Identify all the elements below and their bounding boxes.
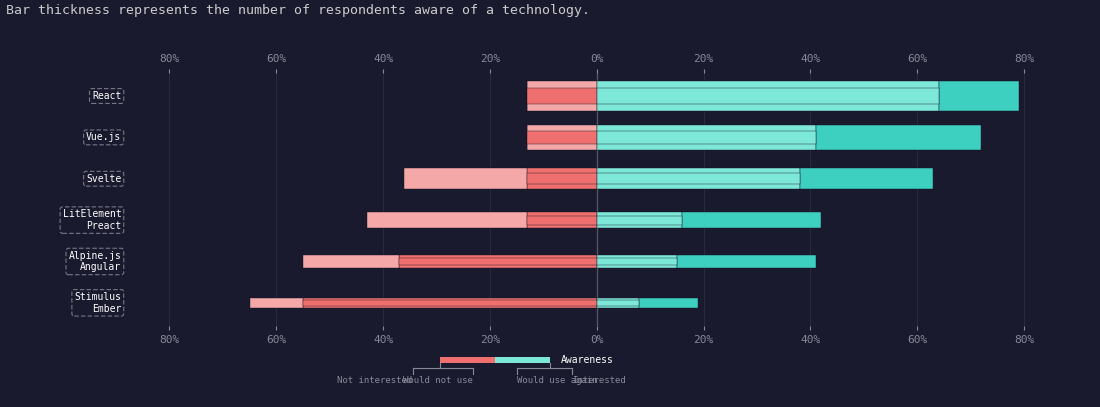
Text: React: React [92,91,121,101]
Bar [367,212,527,228]
Bar [527,173,596,184]
Bar [399,255,596,268]
Bar [938,81,1019,111]
Text: Awareness: Awareness [561,355,614,365]
Bar [399,258,596,265]
Bar [405,168,527,189]
Bar [527,88,596,104]
Bar [527,168,596,189]
Bar [302,298,596,308]
Bar [596,216,682,225]
Bar [596,212,682,228]
Bar [596,255,676,268]
Bar [527,216,596,225]
Bar [596,131,816,144]
Bar [596,168,800,189]
Bar [596,81,938,111]
Bar [302,255,399,268]
Text: Would use again: Would use again [517,376,597,385]
Text: Not interested: Not interested [338,376,412,385]
Bar [676,255,816,268]
Bar [302,300,596,306]
Text: Bar thickness represents the number of respondents aware of a technology.: Bar thickness represents the number of r… [6,4,590,17]
Bar [800,168,933,189]
Bar [440,357,495,363]
Text: Would not use: Would not use [403,376,473,385]
Text: Stimulus
Ember: Stimulus Ember [75,292,121,314]
Bar [596,298,639,308]
Bar [816,125,981,150]
Bar [527,81,596,111]
Bar [596,258,676,265]
Text: Interested: Interested [572,376,626,385]
Bar [596,300,639,306]
Bar [596,88,938,104]
Bar [596,173,800,184]
Bar [250,298,303,308]
Bar [682,212,821,228]
Bar [527,125,596,150]
Text: LitElement
Preact: LitElement Preact [63,209,121,231]
Bar [527,212,596,228]
Bar [596,125,816,150]
Text: Svelte: Svelte [86,174,121,184]
Bar [495,357,550,363]
Bar [639,298,698,308]
Text: Alpine.js
Angular: Alpine.js Angular [68,251,121,272]
Text: Vue.js: Vue.js [86,132,121,142]
Bar [527,131,596,144]
